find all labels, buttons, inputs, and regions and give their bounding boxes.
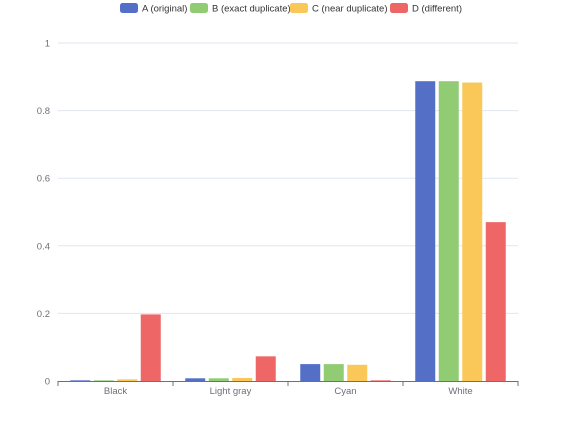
x-tick-label: Cyan	[334, 386, 356, 397]
bar-3-3[interactable]	[485, 222, 506, 381]
legend-label: C (near duplicate)	[312, 4, 388, 15]
x-tick-label: Light gray	[210, 386, 252, 397]
bar-1-0[interactable]	[185, 378, 206, 381]
y-axis-labels: 0 0.2 0.4 0.6 0.8 1	[37, 39, 50, 388]
legend-item[interactable]: C (near duplicate)	[290, 3, 388, 15]
y-tick-label: 0.8	[37, 106, 50, 117]
x-axis	[57, 381, 519, 386]
x-tick-label: Black	[104, 386, 127, 397]
y-tick-label: 0.2	[37, 309, 50, 320]
bar-0-3[interactable]	[140, 314, 161, 381]
bar-2-1[interactable]	[323, 364, 344, 381]
legend-item[interactable]: A (original)	[120, 3, 187, 15]
legend: A (original) B (exact duplicate) C (near d…	[120, 3, 462, 15]
legend-item[interactable]: D (different)	[390, 3, 462, 15]
legend-label: B (exact duplicate)	[212, 4, 291, 15]
bar-1-3[interactable]	[255, 356, 276, 381]
y-tick-label: 1	[45, 39, 50, 50]
bar-2-0[interactable]	[300, 364, 321, 381]
bar-3-1[interactable]	[438, 81, 459, 381]
bars	[70, 81, 506, 382]
bar-0-2[interactable]	[117, 379, 138, 381]
bar-2-2[interactable]	[347, 364, 368, 381]
legend-swatch	[390, 3, 408, 13]
bar-3-2[interactable]	[462, 82, 483, 382]
legend-item[interactable]: B (exact duplicate)	[190, 3, 291, 15]
y-tick-label: 0	[45, 377, 50, 388]
legend-label: D (different)	[412, 4, 462, 15]
legend-swatch	[120, 3, 138, 13]
bar-1-1[interactable]	[208, 378, 229, 381]
legend-swatch	[190, 3, 208, 13]
bar-1-2[interactable]	[232, 377, 253, 381]
bar-0-1[interactable]	[93, 380, 114, 381]
legend-label: A (original)	[142, 4, 187, 15]
bar-2-3[interactable]	[370, 380, 391, 381]
y-tick-label: 0.4	[37, 241, 50, 252]
legend-swatch	[290, 3, 308, 13]
x-tick-label: White	[448, 386, 472, 397]
bar-0-0[interactable]	[70, 380, 91, 381]
x-axis-labels: Black Light gray Cyan White	[104, 386, 473, 397]
y-tick-label: 0.6	[37, 174, 50, 185]
bar-3-0[interactable]	[415, 81, 436, 381]
